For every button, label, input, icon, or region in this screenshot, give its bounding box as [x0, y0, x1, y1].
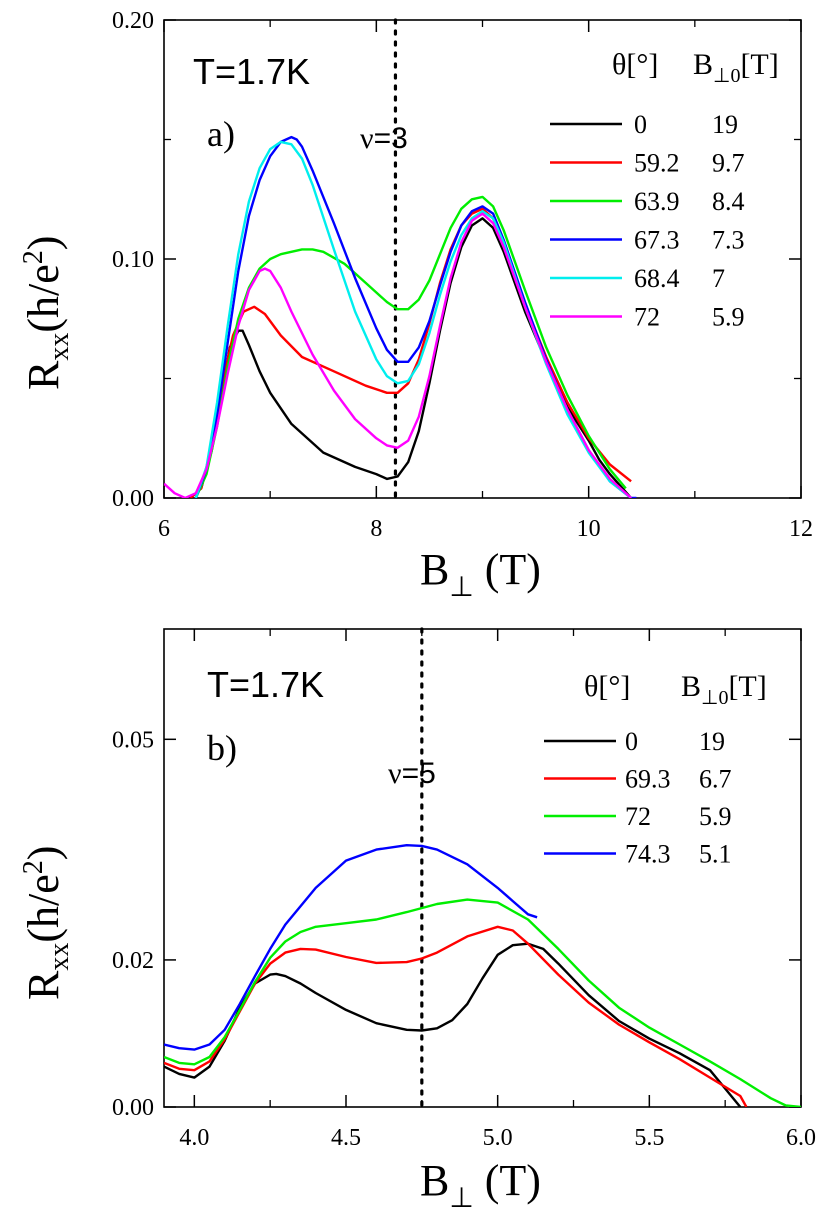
x-tick-label: 4.5: [331, 1125, 361, 1151]
legend-b: 7.3: [712, 226, 745, 255]
panel-a-y-axis-title: Rxx(h/e2): [18, 236, 75, 390]
legend-b: 5.9: [699, 802, 732, 831]
legend-b: 8.4: [712, 187, 745, 216]
legend-b: 5.1: [699, 840, 732, 869]
panel-b-legend: 0 19 69.3 6.7 72 5.9 74.3 5.1: [544, 727, 732, 869]
legend-b: 19: [712, 110, 738, 139]
legend-b: 19: [699, 727, 725, 756]
legend-theta: 63.9: [634, 187, 680, 216]
legend-theta: 72: [625, 802, 651, 831]
panel-a-x-axis-title: B⊥ (T): [420, 545, 541, 603]
panel-a-axis-ticks: 6 8 10 12 0.00 0.10 0.20: [112, 8, 813, 542]
y-tick-label: 0.00: [112, 1095, 154, 1121]
legend-b: 6.7: [699, 765, 732, 794]
y-tick-label: 0.10: [112, 247, 154, 273]
legend-theta: 67.3: [634, 226, 680, 255]
x-tick-label: 8: [370, 516, 382, 542]
legend-theta: 74.3: [625, 840, 671, 869]
panel-b-title: T=1.7K: [207, 664, 324, 705]
y-tick-label: 0.02: [112, 948, 154, 974]
x-tick-label: 5.5: [634, 1125, 664, 1151]
legend-theta: 0: [625, 727, 638, 756]
panel-b-series-group: [164, 844, 801, 1107]
x-tick-label: 10: [577, 516, 601, 542]
series-line-theta-0: [164, 942, 742, 1107]
x-tick-label: 5.0: [483, 1125, 513, 1151]
panel-a-nu-annotation: ν=3: [360, 122, 408, 155]
series-line-theta-74.3: [164, 844, 538, 1051]
x-tick-label: 6.0: [786, 1125, 816, 1151]
panel-a-legend: 0 19 59.2 9.7 63.9 8.4 67.3 7.3 68.4 7 72 5.9: [550, 110, 745, 332]
panel-a-legend-header-b: B⊥0[T]: [693, 48, 779, 87]
legend-b: 7: [712, 264, 725, 293]
panel-a: 6 8 10 12 0.00 0.10 0.20 0 19 59.2 9.7 63.9 8.4 67.3…: [18, 8, 813, 603]
panel-a-title: T=1.7K: [193, 51, 310, 92]
panel-b: 4.0 4.5 5.0 5.5 6.0 0.00 0.02 0.05 0 19 69.3 6.7 72…: [18, 627, 816, 1214]
panel-b-plot-frame: [163, 628, 802, 1108]
y-tick-label: 0.00: [112, 486, 154, 512]
y-tick-label: 0.20: [112, 8, 154, 34]
panel-a-series-group: [164, 135, 637, 498]
panel-a-label: a): [207, 114, 235, 154]
series-line-theta-72: [164, 212, 632, 498]
legend-theta: 68.4: [634, 264, 680, 293]
series-line-theta-67.3: [194, 135, 637, 498]
legend-theta: 59.2: [634, 149, 680, 178]
legend-theta: 69.3: [625, 765, 671, 794]
panel-b-legend-header-b: B⊥0[T]: [681, 670, 767, 709]
series-line-theta-72: [164, 898, 801, 1107]
legend-theta: 0: [634, 110, 647, 139]
legend-b: 9.7: [712, 149, 745, 178]
x-tick-label: 4.0: [179, 1125, 209, 1151]
panel-b-axis-ticks: 4.0 4.5 5.0 5.5 6.0 0.00 0.02 0.05: [112, 629, 816, 1151]
legend-theta: 72: [634, 303, 660, 332]
panel-a-legend-header-theta: θ[°]: [612, 48, 658, 81]
panel-b-y-axis-title: Rxx(h/e2): [18, 846, 75, 1000]
panel-b-x-axis-title: B⊥ (T): [420, 1156, 541, 1214]
panel-b-nu-annotation: ν=5: [388, 757, 436, 790]
y-tick-label: 0.05: [112, 727, 154, 753]
x-tick-label: 12: [789, 516, 813, 542]
panel-b-legend-header-theta: θ[°]: [584, 670, 630, 703]
x-tick-label: 6: [158, 516, 170, 542]
panel-b-label: b): [207, 728, 237, 768]
legend-b: 5.9: [712, 303, 745, 332]
